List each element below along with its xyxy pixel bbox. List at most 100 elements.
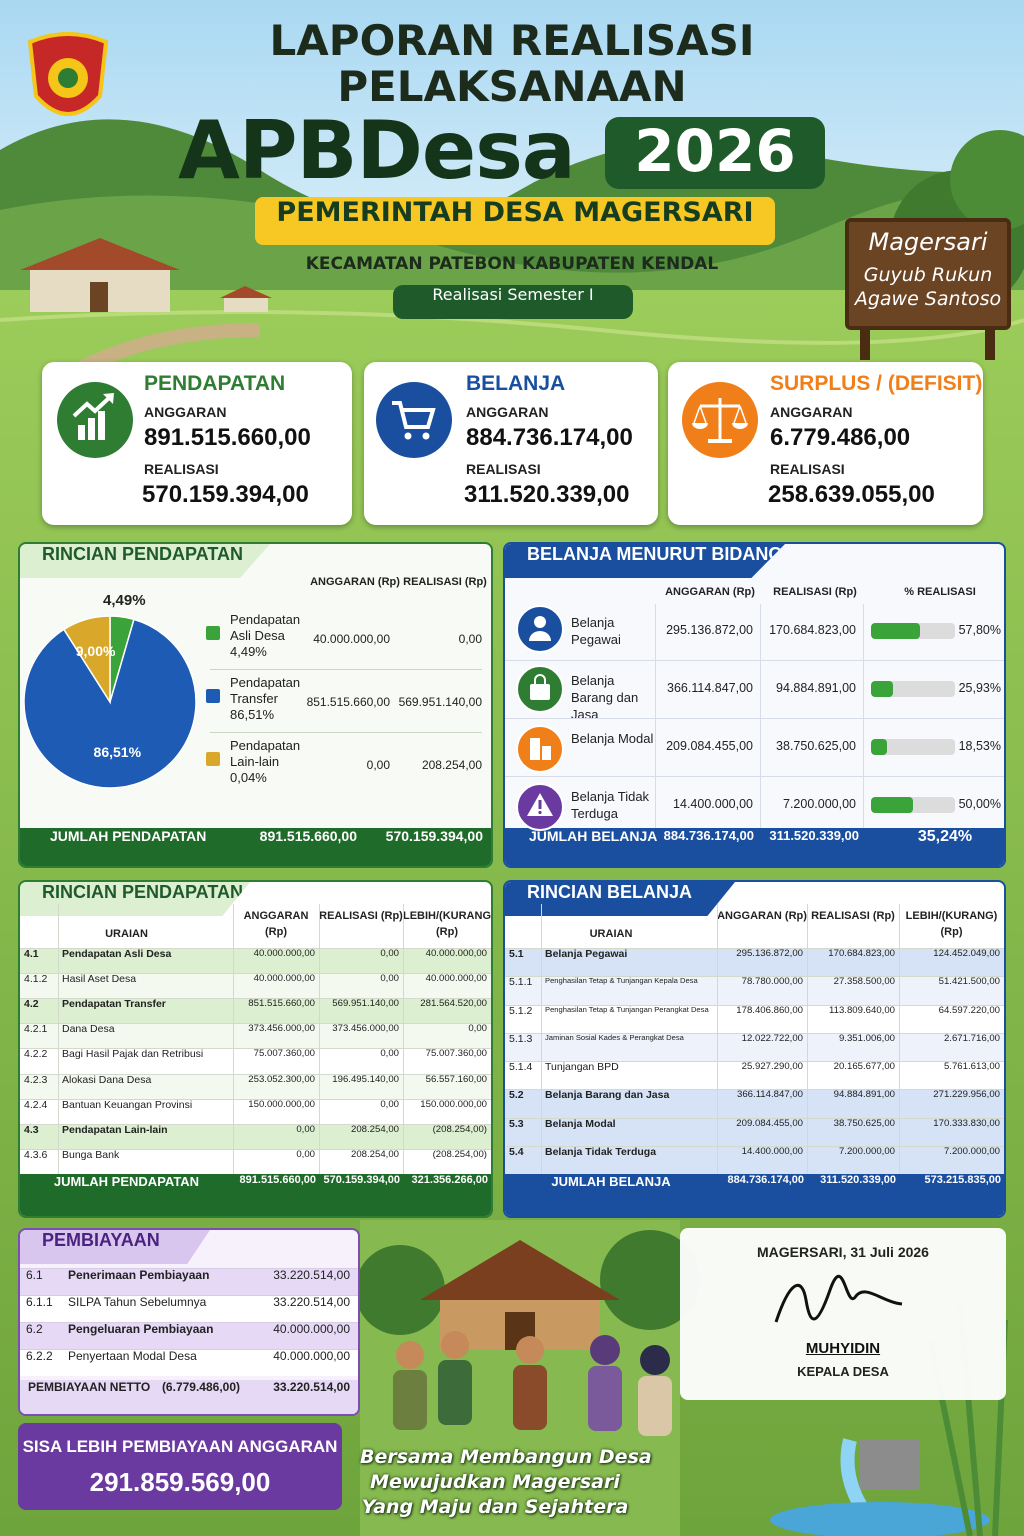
- table-cell: 27.358.500,00: [833, 976, 895, 988]
- table-cell: Alokasi Dana Desa: [62, 1073, 152, 1086]
- body: [513, 1365, 547, 1430]
- section-tab: PEMBIAYAAN: [20, 1230, 210, 1264]
- table-cell: 5.761.613,00: [943, 1061, 1000, 1072]
- table-cell: 40.000.000,00: [425, 948, 487, 959]
- progress-track: [871, 797, 955, 813]
- house-roof: [220, 286, 272, 298]
- well: [860, 1440, 920, 1490]
- progress-track: [871, 739, 955, 755]
- table-header: LEBIH/(KURANG) (Rp): [905, 910, 998, 938]
- card-value: 6.779.486,00: [770, 424, 911, 451]
- table-cell: 5.1.2: [509, 1004, 533, 1017]
- table-cell: 150.000.000,00: [248, 1098, 315, 1110]
- card-label: ANGGARAN: [466, 404, 549, 420]
- card-label: ANGGARAN: [144, 404, 227, 420]
- legend-label: Pendapatan Asli Desa: [230, 612, 301, 643]
- pembiayaan: PEMBIAYAAN 6.1 Penerimaan Pembiayaan 33.220…: [18, 1228, 360, 1416]
- table-cell: 6.1: [26, 1268, 43, 1282]
- total-cell: 884.736.174,00: [663, 828, 754, 843]
- legend-text: Pendapatan Transfer 86,51%: [230, 675, 310, 723]
- table-row: [20, 1295, 358, 1322]
- signboard-text: Magersari: [868, 228, 988, 256]
- government: PEMERINTAH DESA MAGERSARI: [276, 197, 754, 228]
- table-cell: 6.2.2: [26, 1349, 53, 1363]
- table-cell: 6.2: [26, 1322, 43, 1336]
- pie-slice: [23, 618, 197, 789]
- total-cell: JUMLAH PENDAPATAN: [53, 1174, 200, 1189]
- table-cell: 5.1: [509, 948, 524, 960]
- card-value: 884.736.174,00: [466, 424, 633, 451]
- card-label: REALISASI: [466, 461, 541, 477]
- legend-label: Pendapatan Transfer: [230, 675, 301, 706]
- table-cell: 4.1.2: [24, 973, 48, 986]
- title: PELAKSANAAN: [337, 62, 687, 111]
- table-row: [20, 973, 491, 999]
- summary-card: BELANJA ANGGARAN 884.736.174,00 REALISASI 31…: [364, 362, 658, 525]
- slogan: Mewujudkan Magersari: [370, 1471, 620, 1493]
- table-cell: 56.557.160,00: [425, 1073, 487, 1085]
- total-cell: 891.515.660,00: [239, 1174, 316, 1186]
- row-divider: [505, 776, 1004, 777]
- table-cell: 5.1.4: [509, 1061, 533, 1073]
- pendapatan-chart: RINCIAN PENDAPATAN ANGGARAN (Rp) REALISASI…: [18, 542, 493, 868]
- body: [588, 1366, 622, 1431]
- section-tab: RINCIAN BELANJA: [505, 882, 735, 916]
- table-header: LEBIH/(KURANG) (Rp): [403, 910, 493, 938]
- netto-cell: PEMBIAYAAN NETTO: [28, 1380, 151, 1394]
- body: [638, 1376, 672, 1436]
- legend-realisasi: 569.951.140,00: [398, 695, 482, 709]
- legend-label: Pendapatan Lain-lain: [230, 738, 301, 769]
- pond: [770, 1502, 990, 1536]
- progress-bar: [871, 797, 913, 813]
- table-cell: Penghasilan Tetap & Tunjangan Kepala Des…: [545, 976, 698, 986]
- head: [441, 1331, 469, 1359]
- table-row: [20, 1098, 491, 1124]
- belanja-bidang: BELANJA MENURUT BIDANG ANGGARAN (Rp) REALI…: [503, 542, 1006, 868]
- bidang-anggaran: 14.400.000,00: [673, 797, 753, 811]
- column-header: % REALISASI: [904, 586, 976, 598]
- card-value: 891.515.660,00: [144, 424, 311, 451]
- table-cell: 0,00: [296, 1123, 315, 1135]
- table-cell: 373.456.000,00: [248, 1023, 315, 1035]
- progress-bar: [871, 623, 920, 639]
- table-cell: 9.351.006,00: [838, 1032, 895, 1044]
- row-divider: [210, 669, 482, 670]
- progress-track: [871, 623, 955, 639]
- table-cell: Penghasilan Tetap & Tunjangan Perangkat …: [545, 1004, 709, 1014]
- table-cell: 5.2: [509, 1089, 524, 1102]
- section-title: RINCIAN BELANJA: [527, 882, 693, 902]
- table-cell: 253.052.300,00: [248, 1073, 315, 1085]
- table-cell: 40.000.000,00: [425, 973, 487, 985]
- silpa-label: SISA LEBIH PEMBIAYAAN ANGGARAN: [22, 1437, 338, 1456]
- total-bar: JUMLAH PENDAPATAN 891.515.660,00 570.159.3…: [20, 1174, 491, 1216]
- table-cell: 113.809.640,00: [829, 1004, 895, 1016]
- table-cell: Penyertaan Modal Desa: [68, 1349, 197, 1363]
- column-divider: [807, 904, 808, 1174]
- table-cell: Bagi Hasil Pajak dan Retribusi: [62, 1048, 204, 1061]
- total-cell: JUMLAH BELANJA: [551, 1174, 671, 1189]
- table-row: [505, 1117, 1004, 1146]
- column-header: ANGGARAN (Rp): [310, 576, 400, 588]
- total-cell: 884.736.174,00: [727, 1174, 804, 1186]
- legend-anggaran: 0,00: [366, 758, 390, 772]
- section-tab: RINCIAN PENDAPATAN: [20, 882, 250, 916]
- signboard-text: Agawe Santoso: [854, 288, 1002, 310]
- card-label: REALISASI: [144, 461, 219, 477]
- row-divider: [505, 718, 1004, 719]
- table-cell: 5.4: [509, 1145, 524, 1158]
- bidang-pct: 18,53%: [958, 739, 1001, 753]
- column-divider: [58, 904, 59, 1174]
- table-cell: 5.1.1: [509, 976, 533, 989]
- table-cell: 33.220.514,00: [273, 1295, 350, 1309]
- summary-card: SURPLUS / (DEFISIT) ANGGARAN 6.779.486,00 R…: [668, 362, 983, 525]
- total-bar: JUMLAH PENDAPATAN 891.515.660,00 570.159.3…: [20, 828, 491, 866]
- table-row: [505, 948, 1004, 977]
- legend-pct: 0,04%: [230, 770, 267, 785]
- table-cell: 196.495.140,00: [332, 1073, 399, 1085]
- detail-table: RINCIAN PENDAPATAN URAIAN ANGGARAN (Rp) REA…: [18, 880, 493, 1218]
- card-title: PENDAPATAN: [144, 372, 286, 395]
- table-header: ANGGARAN (Rp): [243, 910, 309, 938]
- table-row: [505, 1004, 1004, 1033]
- slice-label: 4,49%: [103, 592, 146, 609]
